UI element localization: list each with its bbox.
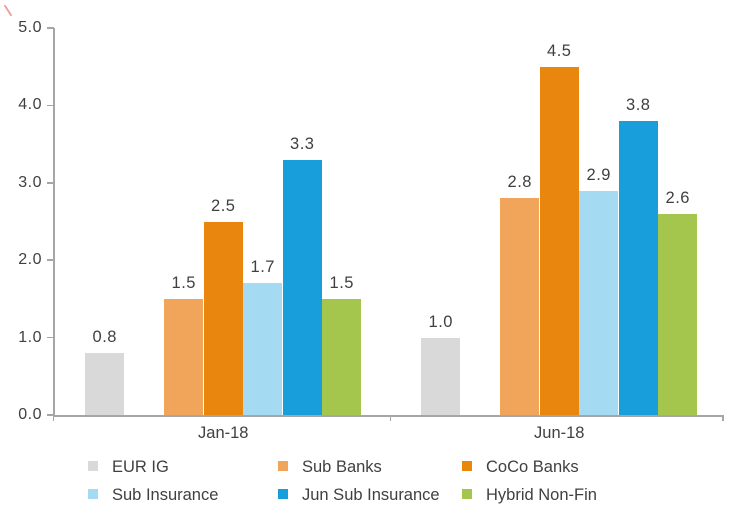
x-axis-tick (52, 415, 55, 421)
legend-label: Sub Banks (302, 458, 382, 476)
y-axis-tick-label: 5.0 (18, 19, 42, 36)
legend-label: Sub Insurance (112, 486, 219, 504)
legend-item-sub-banks: Sub Banks (278, 457, 458, 477)
bar-value-label: 3.8 (626, 95, 651, 114)
bar-value-label: 4.5 (547, 41, 572, 60)
bar-value-label: 2.8 (507, 173, 532, 192)
legend-label: CoCo Banks (486, 458, 579, 476)
legend-swatch-icon (278, 461, 288, 471)
y-axis-line (53, 28, 55, 415)
x-axis-tick (389, 415, 392, 421)
legend-item-eur-ig: EUR IG (88, 457, 268, 477)
legend-swatch-icon (462, 489, 472, 499)
bar-value-label: 0.8 (92, 328, 117, 347)
x-axis-line (53, 415, 723, 417)
y-axis-tick-label: 0.0 (18, 406, 42, 423)
legend-item-coco-banks: CoCo Banks (462, 457, 642, 477)
bar-eur-ig (85, 353, 124, 415)
legend-label: Hybrid Non-Fin (486, 486, 597, 504)
bar-eur-ig (421, 337, 460, 415)
category-label-jan-18: Jan-18 (198, 424, 249, 442)
y-axis-tick-label: 1.0 (18, 328, 42, 346)
bar-sub-banks (164, 298, 203, 415)
y-axis-tick-label: 2.0 (18, 251, 42, 269)
legend-swatch-icon (88, 461, 98, 471)
y-axis-tick-label: 3.0 (18, 173, 42, 191)
bar-value-label: 2.5 (211, 196, 236, 215)
y-axis-tick-label: 4.0 (18, 96, 42, 114)
y-axis-tick (47, 104, 54, 107)
bar-hybrid-non-fin (658, 213, 697, 415)
bar-coco-banks (203, 221, 243, 415)
bar-value-label: 1.5 (329, 273, 354, 292)
legend-item-sub-insurance: Sub Insurance (88, 485, 268, 505)
y-axis-tick (47, 259, 54, 261)
red-artifact-mark (3, 4, 13, 17)
y-axis-tick (47, 336, 54, 339)
legend-label: EUR IG (112, 458, 169, 476)
legend-swatch-icon (462, 461, 472, 471)
bar-jun-sub-insurance (618, 120, 658, 415)
y-axis-tick (47, 27, 54, 29)
bar-value-label: 2.6 (665, 188, 690, 207)
bar-value-label: 3.3 (290, 134, 315, 153)
bar-value-label: 1.0 (428, 312, 453, 331)
x-axis-tick (722, 415, 724, 421)
legend-swatch-icon (88, 489, 98, 499)
bar-value-label: 1.5 (171, 273, 196, 292)
legend-swatch-icon (278, 489, 288, 499)
y-axis-tick (47, 414, 54, 416)
bar-coco-banks (539, 66, 579, 415)
bar-jun-sub-insurance (282, 159, 322, 415)
legend-label: Jun Sub Insurance (302, 486, 440, 504)
y-axis-tick (47, 182, 54, 184)
bar-sub-insurance (243, 283, 282, 415)
bar-sub-insurance (579, 190, 618, 415)
bar-sub-banks (500, 198, 539, 415)
bar-value-label: 2.9 (586, 165, 611, 184)
bar-value-label: 1.7 (250, 258, 275, 277)
bar-hybrid-non-fin (322, 298, 361, 415)
legend-item-hybrid-non-fin: Hybrid Non-Fin (462, 485, 642, 505)
legend-item-jun-sub-insurance: Jun Sub Insurance (278, 485, 458, 505)
category-label-jun-18: Jun-18 (534, 424, 585, 442)
